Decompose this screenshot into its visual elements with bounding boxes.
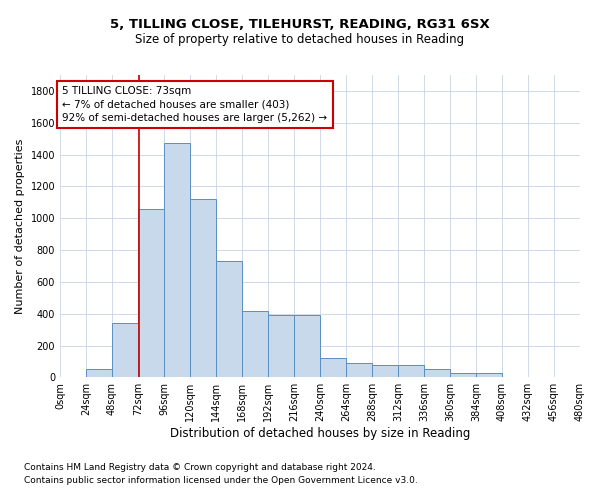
Bar (372, 364, 398, 378)
Bar (242, 310, 268, 378)
Bar (294, 316, 320, 378)
Bar (450, 372, 476, 378)
Text: 5, TILLING CLOSE, TILEHURST, READING, RG31 6SX: 5, TILLING CLOSE, TILEHURST, READING, RG… (110, 18, 490, 30)
Bar (476, 372, 502, 378)
Bar (346, 363, 372, 378)
Text: Contains HM Land Registry data © Crown copyright and database right 2024.: Contains HM Land Registry data © Crown c… (24, 464, 376, 472)
Text: Contains public sector information licensed under the Open Government Licence v3: Contains public sector information licen… (24, 476, 418, 485)
Text: 5 TILLING CLOSE: 73sqm
← 7% of detached houses are smaller (403)
92% of semi-det: 5 TILLING CLOSE: 73sqm ← 7% of detached … (62, 86, 328, 122)
Bar (86, 370, 112, 378)
X-axis label: Distribution of detached houses by size in Reading: Distribution of detached houses by size … (170, 427, 470, 440)
Text: Size of property relative to detached houses in Reading: Size of property relative to detached ho… (136, 32, 464, 46)
Bar (320, 358, 346, 378)
Y-axis label: Number of detached properties: Number of detached properties (15, 138, 25, 314)
Bar (164, 144, 190, 378)
Bar (138, 208, 164, 378)
Bar (268, 316, 294, 378)
Bar (398, 364, 424, 378)
Bar (112, 323, 138, 378)
Bar (190, 199, 216, 378)
Bar (216, 261, 242, 378)
Bar (424, 370, 450, 378)
